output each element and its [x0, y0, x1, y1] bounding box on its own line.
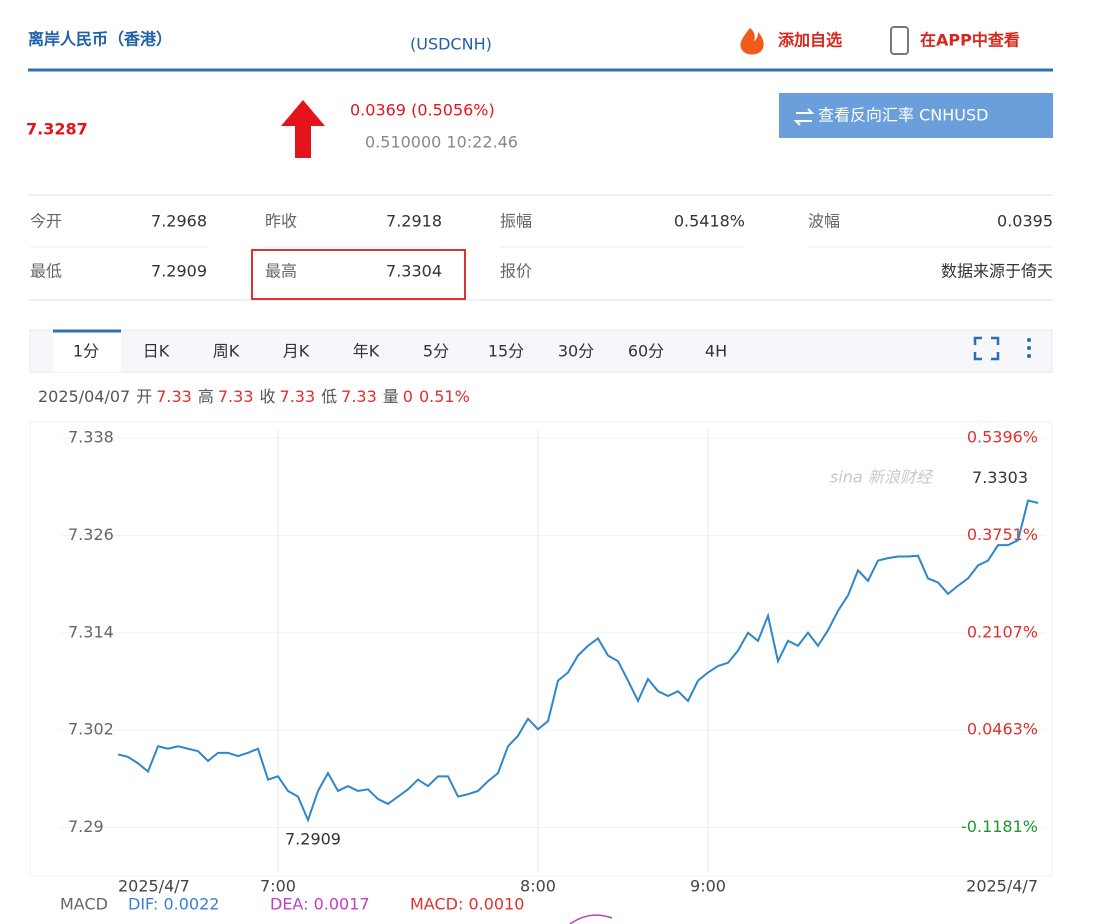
- tab[interactable]: 5分: [423, 342, 449, 361]
- stat-value: 7.2918: [386, 212, 442, 231]
- info-value: 7.33: [341, 387, 377, 406]
- stat-value: 7.2909: [151, 262, 207, 281]
- y-tick-label: 7.29: [68, 817, 104, 836]
- add-watchlist[interactable]: 添加自选: [778, 31, 842, 50]
- watermark: sina 新浪财经: [830, 468, 934, 487]
- phone-icon: [890, 26, 909, 55]
- tab[interactable]: 15分: [488, 342, 524, 361]
- y2-tick-label: 0.0463%: [967, 720, 1038, 739]
- info-label: 低: [321, 387, 337, 406]
- stat-value: 0.5418%: [674, 212, 745, 231]
- x-tick-label: 9:00: [690, 877, 726, 896]
- info-value: 7.33: [156, 387, 192, 406]
- y2-tick-label: 0.3751%: [967, 525, 1038, 544]
- info-date: 2025/04/07: [38, 387, 130, 406]
- menu-icon[interactable]: [1027, 338, 1031, 358]
- info-value: 7.33: [218, 387, 254, 406]
- y2-tick-label: 0.2107%: [967, 622, 1038, 641]
- info-value: 0: [403, 387, 413, 406]
- stat-label: 昨收: [265, 212, 297, 231]
- info-label: 高: [198, 387, 214, 406]
- quote-sub: 0.510000 10:22.46: [365, 133, 518, 152]
- view-in-app[interactable]: 在APP中查看: [920, 31, 1020, 50]
- highlight-box: [251, 249, 466, 300]
- tab[interactable]: 1分: [73, 342, 99, 361]
- source: 数据来源于倚天: [941, 262, 1053, 281]
- info-label: 收: [260, 387, 276, 406]
- tab[interactable]: 年K: [353, 342, 380, 361]
- x-tick-label: 8:00: [520, 877, 556, 896]
- x-tick-label: 7:00: [260, 877, 296, 896]
- chart-frame: [29, 421, 1053, 877]
- stat-value: 7.2968: [151, 212, 207, 231]
- price: 7.3287: [26, 120, 88, 139]
- max-label: 7.3303: [972, 468, 1028, 487]
- stat-value: 0.0395: [997, 212, 1053, 231]
- reverse-button[interactable]: [779, 93, 1053, 138]
- tab[interactable]: 4H: [705, 342, 727, 361]
- tab[interactable]: 月K: [283, 342, 310, 361]
- price-line: [117, 499, 1039, 823]
- macd-dif: DIF: 0.0022: [128, 895, 219, 914]
- x-tick-label: 2025/4/7: [966, 877, 1038, 896]
- y-tick-label: 7.314: [68, 622, 114, 641]
- info-label: 开: [136, 387, 152, 406]
- y-tick-label: 7.338: [68, 428, 114, 447]
- title: 离岸人民币（香港）: [28, 30, 172, 49]
- stat-label: 报价: [500, 262, 532, 281]
- fullscreen-icon[interactable]: [973, 336, 1000, 361]
- stat-label: 今开: [30, 212, 62, 231]
- info-label: 量: [383, 387, 399, 406]
- macd-dea: DEA: 0.0017: [270, 895, 370, 914]
- min-label: 7.2909: [285, 830, 341, 849]
- fire-icon: [740, 28, 764, 55]
- tab[interactable]: 周K: [213, 342, 240, 361]
- y-tick-label: 7.326: [68, 525, 114, 544]
- macd-value: MACD: 0.0010: [410, 895, 524, 914]
- tab[interactable]: 60分: [628, 342, 664, 361]
- up-arrow: [281, 100, 325, 158]
- tab-bar: [29, 329, 1053, 373]
- stat-label: 波幅: [808, 212, 840, 231]
- tab[interactable]: 日K: [143, 342, 170, 361]
- code: (USDCNH): [410, 35, 492, 54]
- y2-tick-label: 0.5396%: [967, 428, 1038, 447]
- stat-value: 7.3304: [386, 262, 442, 281]
- macd-title: MACD: [60, 895, 108, 914]
- x-tick-label: 2025/4/7: [118, 877, 190, 896]
- macd-curve: [569, 914, 613, 924]
- change: 0.0369 (0.5056%): [350, 101, 495, 120]
- stat-label: 最低: [30, 262, 62, 281]
- y-tick-label: 7.302: [68, 720, 114, 739]
- reverse-label[interactable]: 查看反向汇率 CNHUSD: [818, 106, 988, 125]
- info-line: 2025/04/07 开 7.33 高 7.33 收 7.33 低 7.33 量 0 0.51%: [38, 387, 470, 406]
- info-value: 7.33: [280, 387, 316, 406]
- y2-tick-label: -0.1181%: [961, 817, 1038, 836]
- tab[interactable]: 30分: [558, 342, 594, 361]
- stat-label: 最高: [265, 262, 297, 281]
- active-tab: [53, 330, 121, 372]
- info-change: 0.51%: [419, 387, 470, 406]
- stat-label: 振幅: [500, 212, 532, 231]
- swap-icon: [793, 108, 815, 126]
